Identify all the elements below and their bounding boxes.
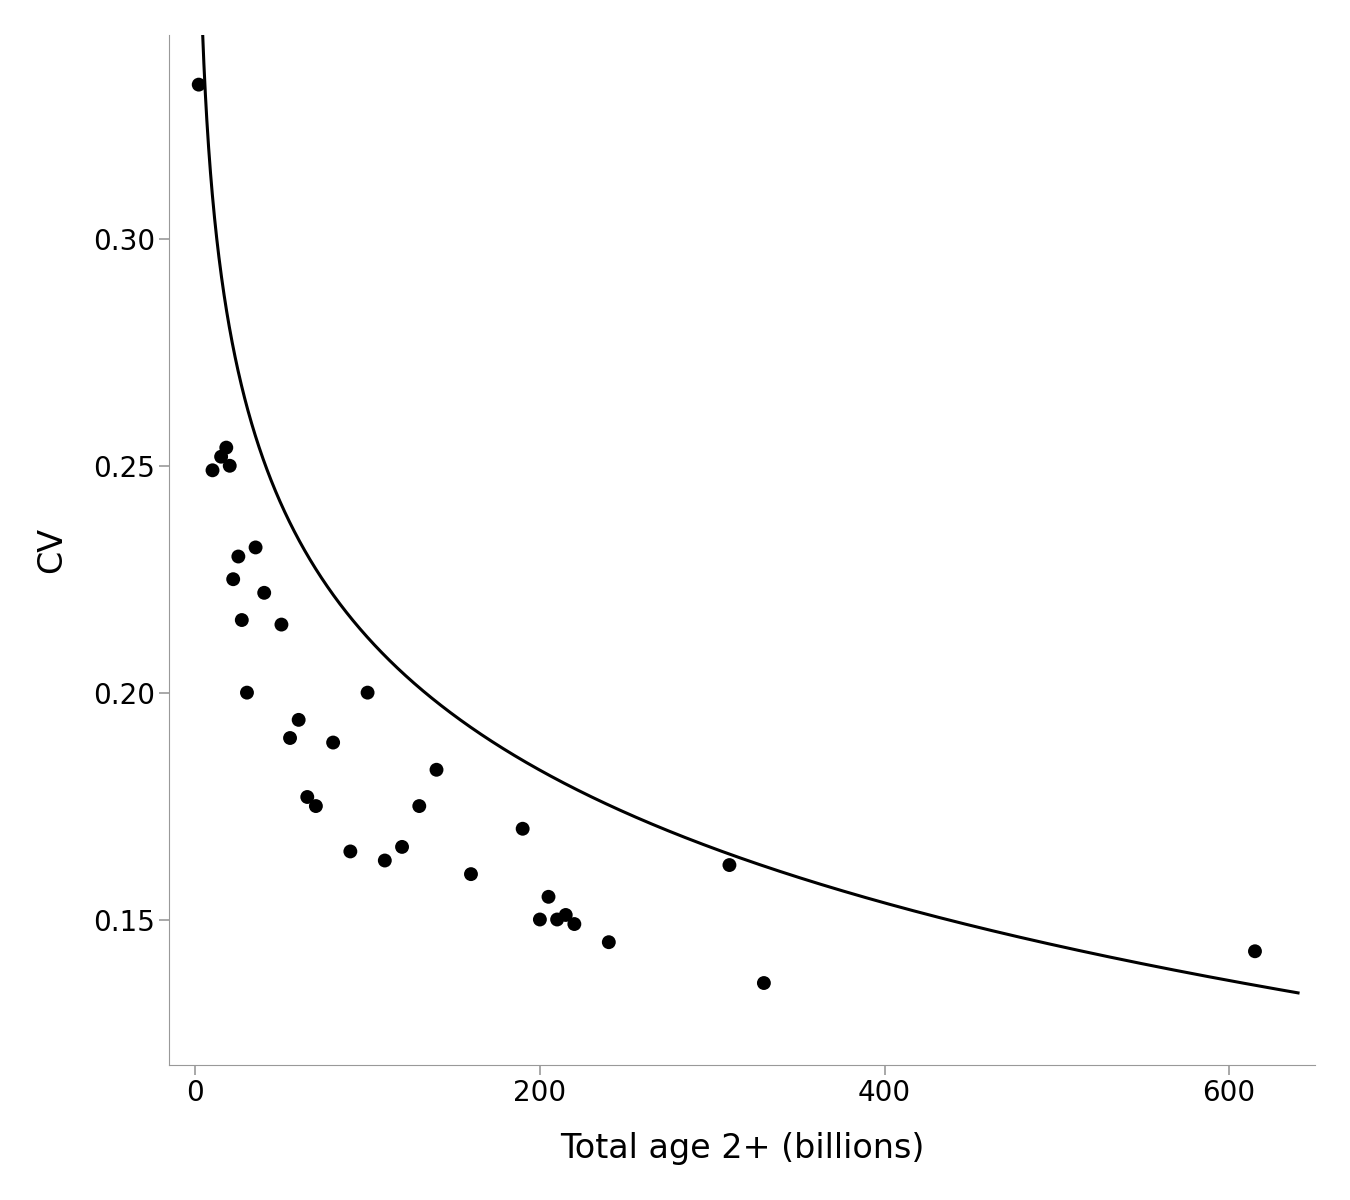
Point bbox=[254, 583, 275, 602]
Point bbox=[409, 797, 431, 816]
Point bbox=[223, 570, 244, 589]
Point bbox=[216, 438, 238, 457]
Point bbox=[356, 683, 378, 702]
Point bbox=[211, 448, 232, 467]
Point bbox=[323, 733, 344, 752]
Point bbox=[244, 538, 266, 557]
Point bbox=[512, 820, 533, 839]
Point bbox=[529, 910, 551, 929]
Point bbox=[297, 787, 319, 806]
Point bbox=[305, 797, 327, 816]
Point bbox=[563, 914, 585, 934]
X-axis label: Total age 2+ (billions): Total age 2+ (billions) bbox=[560, 1133, 925, 1165]
Point bbox=[288, 710, 309, 730]
Point bbox=[598, 932, 620, 952]
Point bbox=[270, 614, 292, 634]
Point bbox=[236, 683, 258, 702]
Point bbox=[555, 905, 576, 924]
Point bbox=[718, 856, 740, 875]
Point bbox=[228, 547, 250, 566]
Point bbox=[231, 611, 252, 630]
Y-axis label: CV: CV bbox=[35, 527, 68, 572]
Point bbox=[1245, 942, 1266, 961]
Point bbox=[201, 461, 223, 480]
Point bbox=[753, 973, 775, 992]
Point bbox=[374, 851, 396, 870]
Point bbox=[425, 760, 447, 779]
Point bbox=[219, 456, 240, 475]
Point bbox=[392, 838, 413, 857]
Point bbox=[537, 887, 559, 906]
Point bbox=[547, 910, 568, 929]
Point bbox=[279, 728, 301, 748]
Point bbox=[460, 864, 482, 883]
Point bbox=[188, 76, 209, 95]
Point bbox=[340, 842, 362, 862]
